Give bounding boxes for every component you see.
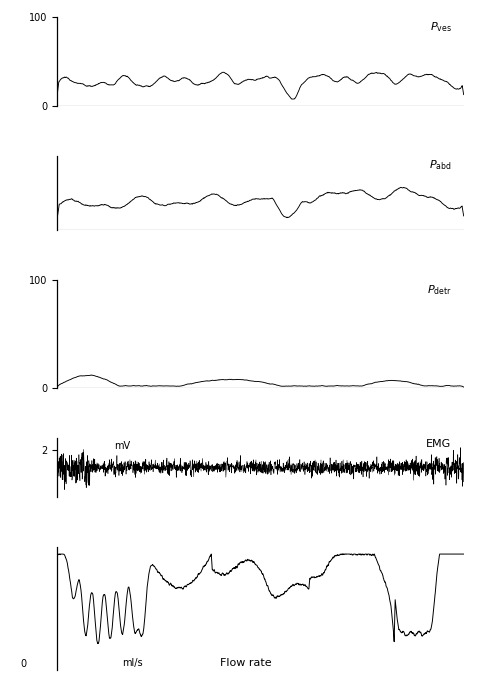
Text: EMG: EMG [426, 438, 451, 449]
Text: Flow rate: Flow rate [220, 658, 272, 668]
Text: P$_{\rm detr}$: P$_{\rm detr}$ [426, 283, 451, 297]
Text: P$_{\rm abd}$: P$_{\rm abd}$ [429, 158, 451, 172]
Text: 0: 0 [21, 659, 27, 669]
Text: mV: mV [114, 441, 130, 451]
Text: P$_{\rm ves}$: P$_{\rm ves}$ [430, 20, 451, 34]
Text: ml/s: ml/s [122, 658, 143, 668]
